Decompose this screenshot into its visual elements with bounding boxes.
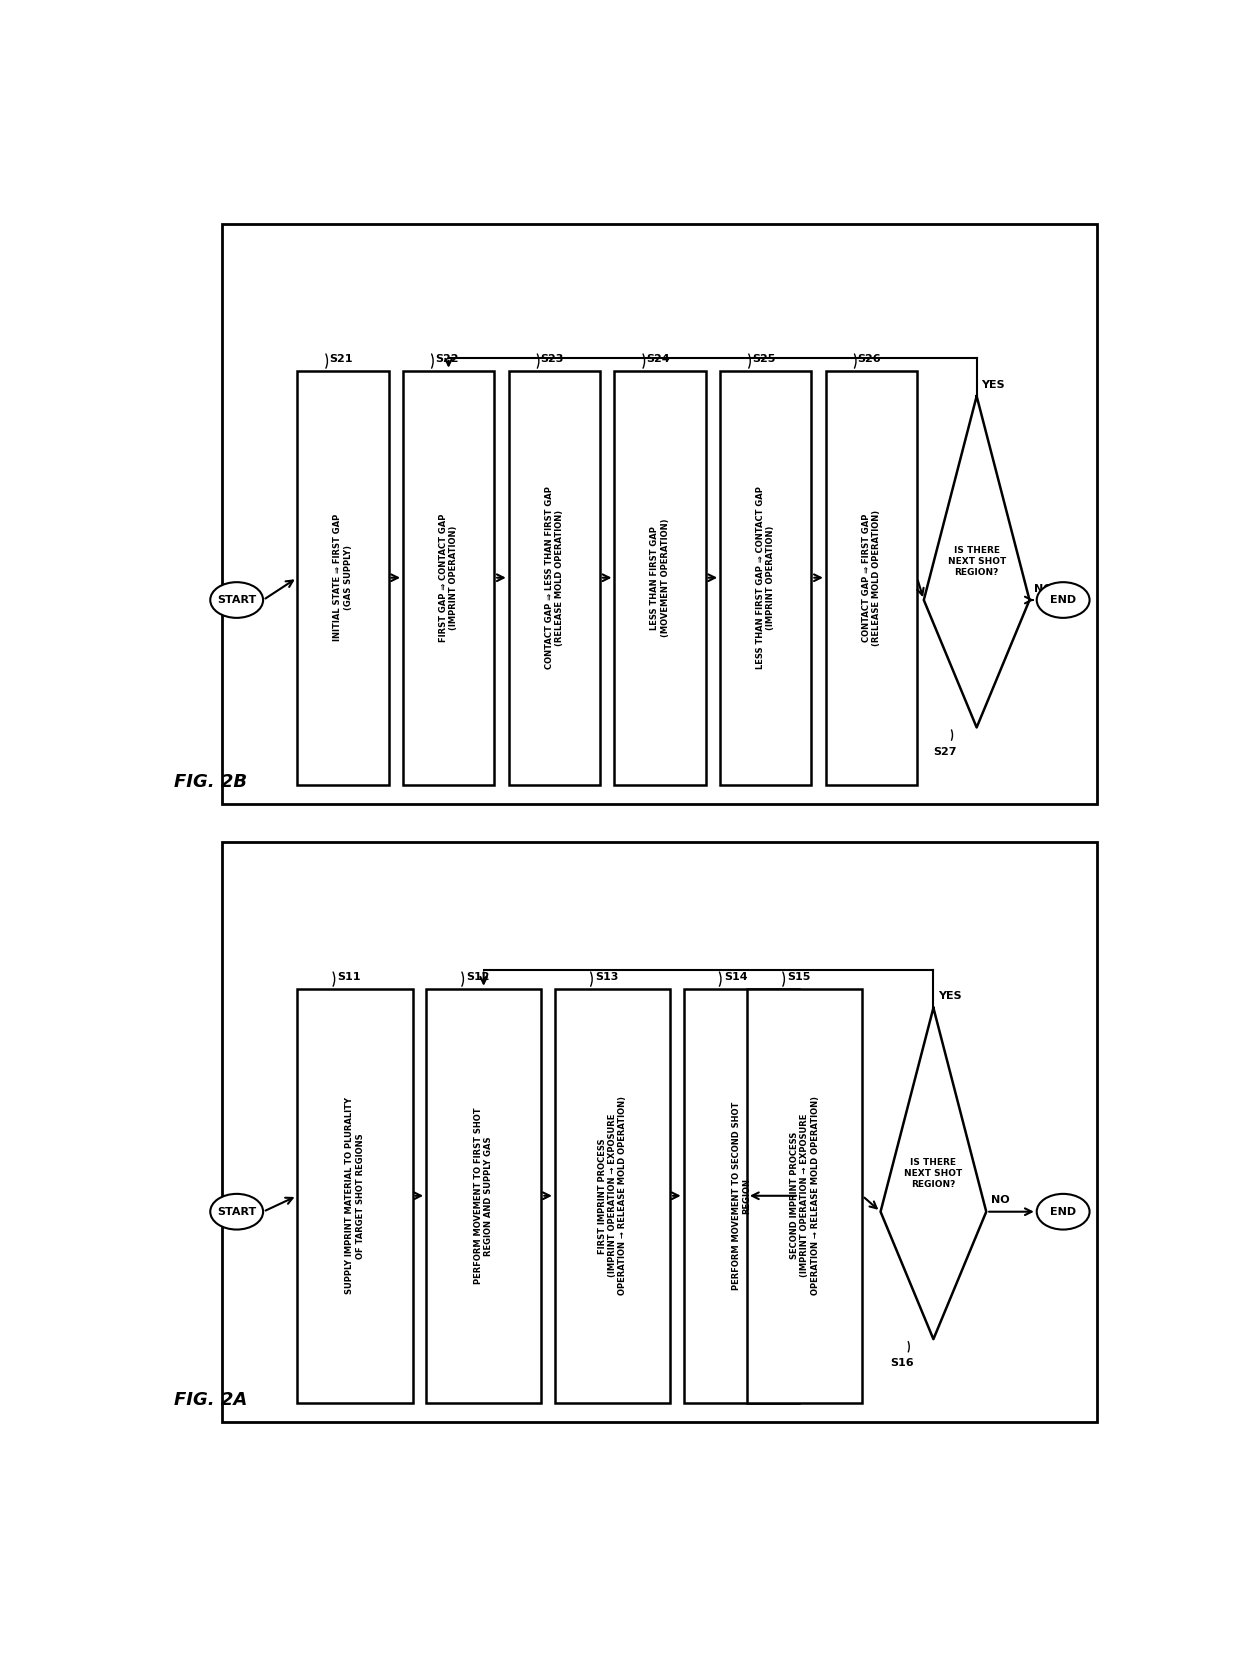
Bar — [826, 371, 918, 784]
Ellipse shape — [211, 583, 263, 617]
Text: S13: S13 — [595, 973, 619, 983]
Bar — [222, 223, 1096, 804]
Ellipse shape — [211, 1193, 263, 1230]
Text: FIG. 2A: FIG. 2A — [174, 1392, 248, 1410]
Text: FIRST IMPRINT PROCESS
(IMPRINT OPERATION → EXPOSURE
OPERATION → RELEASE MOLD OPE: FIRST IMPRINT PROCESS (IMPRINT OPERATION… — [598, 1096, 627, 1296]
Text: LESS THAN FIRST GAP ⇒ CONTACT GAP
(IMPRINT OPERATION): LESS THAN FIRST GAP ⇒ CONTACT GAP (IMPRI… — [756, 487, 775, 669]
Bar — [298, 988, 413, 1403]
Text: FIRST GAP ⇒ CONTACT GAP
(IMPRINT OPERATION): FIRST GAP ⇒ CONTACT GAP (IMPRINT OPERATI… — [439, 513, 459, 642]
Bar — [683, 988, 799, 1403]
Text: S27: S27 — [934, 746, 957, 756]
Bar — [746, 988, 862, 1403]
Text: YES: YES — [982, 379, 1006, 389]
Text: S22: S22 — [435, 354, 459, 364]
Bar — [614, 371, 706, 784]
Text: INITIAL STATE ⇒ FIRST GAP
(GAS SUPPLY): INITIAL STATE ⇒ FIRST GAP (GAS SUPPLY) — [334, 515, 352, 642]
Bar — [508, 371, 600, 784]
Bar — [427, 988, 542, 1403]
Text: CONTACT GAP ⇒ FIRST GAP
(RELEASE MOLD OPERATION): CONTACT GAP ⇒ FIRST GAP (RELEASE MOLD OP… — [862, 510, 882, 645]
Text: S25: S25 — [751, 354, 775, 364]
Text: IS THERE
NEXT SHOT
REGION?: IS THERE NEXT SHOT REGION? — [904, 1158, 962, 1188]
Bar — [222, 842, 1096, 1422]
Text: YES: YES — [939, 991, 962, 1001]
Text: SECOND IMPRINT PROCESS
(IMPRINT OPERATION → EXPOSURE
OPERATION → RELEASE MOLD OP: SECOND IMPRINT PROCESS (IMPRINT OPERATIO… — [790, 1096, 820, 1296]
Text: CONTACT GAP ⇒ LESS THAN FIRST GAP
(RELEASE MOLD OPERATION): CONTACT GAP ⇒ LESS THAN FIRST GAP (RELEA… — [544, 487, 564, 669]
Text: START: START — [217, 1206, 257, 1216]
Text: LESS THAN FIRST GAP
(MOVEMENT OPERATION): LESS THAN FIRST GAP (MOVEMENT OPERATION) — [650, 518, 670, 637]
Text: S26: S26 — [858, 354, 882, 364]
Text: END: END — [1050, 596, 1076, 606]
Text: S12: S12 — [466, 973, 490, 983]
Text: NO: NO — [1034, 584, 1053, 594]
Bar — [403, 371, 495, 784]
Text: PERFORM MOVEMENT TO FIRST SHOT
REGION AND SUPPLY GAS: PERFORM MOVEMENT TO FIRST SHOT REGION AN… — [474, 1107, 494, 1284]
Text: S21: S21 — [329, 354, 352, 364]
Text: S23: S23 — [541, 354, 564, 364]
Ellipse shape — [1037, 1193, 1090, 1230]
Text: S11: S11 — [337, 973, 361, 983]
Text: NO: NO — [991, 1195, 1009, 1205]
Text: FIG. 2B: FIG. 2B — [174, 773, 247, 791]
Text: S24: S24 — [646, 354, 670, 364]
Text: SUPPLY IMPRINT MATERIAL TO PLURALITY
OF TARGET SHOT REGIONS: SUPPLY IMPRINT MATERIAL TO PLURALITY OF … — [345, 1097, 365, 1294]
Bar — [554, 988, 670, 1403]
Text: END: END — [1050, 1206, 1076, 1216]
Bar — [720, 371, 811, 784]
Text: S15: S15 — [787, 973, 811, 983]
Text: S14: S14 — [724, 973, 748, 983]
Bar — [298, 371, 388, 784]
Text: S16: S16 — [890, 1359, 914, 1369]
Text: IS THERE
NEXT SHOT
REGION?: IS THERE NEXT SHOT REGION? — [947, 546, 1006, 578]
Text: PERFORM MOVEMENT TO SECOND SHOT
REGION: PERFORM MOVEMENT TO SECOND SHOT REGION — [732, 1102, 751, 1289]
Text: START: START — [217, 596, 257, 606]
Ellipse shape — [1037, 583, 1090, 617]
